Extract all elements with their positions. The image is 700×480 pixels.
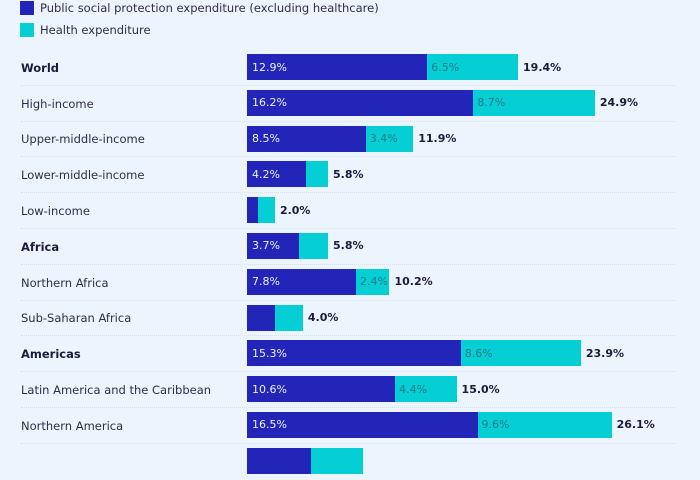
bar-social: 16.2% <box>247 89 474 116</box>
bar-health: 4.4% <box>395 376 457 403</box>
bar-social: 16.5% <box>247 411 478 438</box>
bar-health <box>298 232 329 259</box>
bar-chart: World 12.9% 6.5% 19.4% High-income 16.2% 8.7% 2… <box>0 50 700 480</box>
row-divider <box>21 120 675 122</box>
bar-health: 6.5% <box>427 54 518 80</box>
category-label: Low-income <box>21 204 90 219</box>
legend-label-health: Health expenditure <box>40 23 151 37</box>
row-divider <box>21 299 675 301</box>
row-divider <box>21 263 675 265</box>
bar-social: 10.6% <box>247 376 396 403</box>
bar-health <box>274 304 303 331</box>
table-row: Latin America and the Caribbean 10.6% 4.4%… <box>0 372 700 408</box>
bar-health: 2.4% <box>355 268 390 295</box>
bar-health <box>311 447 363 474</box>
table-row: High-income 16.2% 8.7% 24.9% <box>0 86 700 122</box>
row-divider <box>21 156 675 158</box>
table-row: Americas 15.3% 8.6% 23.9% <box>0 336 700 373</box>
total-label: 2.0% <box>279 203 311 217</box>
total-label: 4.0% <box>307 311 339 325</box>
row-divider <box>21 335 675 337</box>
bar-health: 8.7% <box>473 89 595 116</box>
table-row: Northern America 16.5% 9.6% 26.1% <box>0 408 700 444</box>
row-divider <box>21 442 675 444</box>
category-label: Northern Africa <box>21 275 109 290</box>
bar-health: 9.6% <box>477 411 612 438</box>
table-row: Upper-middle-income 8.5% 3.4% 11.9% <box>0 122 700 158</box>
legend-swatch-health <box>20 23 34 37</box>
total-label: 24.9% <box>599 96 639 110</box>
bar-social <box>247 447 312 474</box>
legend: Public social protection expenditure (ex… <box>20 0 379 41</box>
table-row: World 12.9% 6.5% 19.4% <box>0 50 700 86</box>
bar-social <box>247 304 275 331</box>
total-label: 5.8% <box>333 167 364 181</box>
bar-health: 3.4% <box>365 125 414 152</box>
row-divider <box>21 192 675 194</box>
bar-social: 3.7% <box>247 232 299 259</box>
category-label: Sub-Saharan Africa <box>21 311 132 326</box>
table-row: Low-income 2.0% <box>0 193 700 229</box>
row-divider <box>21 371 675 373</box>
bar-social: 4.2% <box>247 161 306 188</box>
category-label: Northern America <box>21 418 124 433</box>
row-divider <box>21 406 675 408</box>
row-divider <box>21 227 675 229</box>
total-label: 26.1% <box>616 418 655 432</box>
legend-swatch-social <box>20 1 34 15</box>
category-label: Africa <box>21 239 60 254</box>
total-label: 11.9% <box>418 132 457 146</box>
bar-social: 7.8% <box>247 268 356 295</box>
bar-social <box>247 197 259 224</box>
bar-social: 15.3% <box>247 340 461 367</box>
category-label: Latin America and the Caribbean <box>21 383 212 398</box>
table-row: Northern Africa 7.8% 2.4% 10.2% <box>0 265 700 301</box>
legend-label-social: Public social protection expenditure (ex… <box>40 1 379 15</box>
table-row: Sub-Saharan Africa 4.0% <box>0 301 700 337</box>
legend-item-social: Public social protection expenditure (ex… <box>20 0 379 19</box>
bar-health <box>258 197 275 224</box>
bar-social: 8.5% <box>247 125 366 152</box>
total-label: 23.9% <box>585 346 625 360</box>
total-label: 10.2% <box>394 275 433 289</box>
total-label: 15.0% <box>461 382 500 396</box>
legend-item-health: Health expenditure <box>20 19 379 41</box>
row-divider <box>21 84 675 86</box>
bar-health <box>305 161 329 188</box>
category-label: World <box>21 60 60 75</box>
category-label: Lower-middle-income <box>21 168 145 183</box>
bar-social: 12.9% <box>247 54 428 80</box>
total-label: 5.8% <box>333 239 364 253</box>
category-label: Upper-middle-income <box>21 132 145 147</box>
table-row: Africa 3.7% 5.8% <box>0 229 700 265</box>
total-label: 19.4% <box>523 60 562 74</box>
table-row: Lower-middle-income 4.2% 5.8% <box>0 157 700 194</box>
table-row-partial <box>0 444 700 480</box>
category-label: Americas <box>21 347 81 362</box>
category-label: High-income <box>21 96 94 111</box>
bar-health: 8.6% <box>460 340 581 367</box>
